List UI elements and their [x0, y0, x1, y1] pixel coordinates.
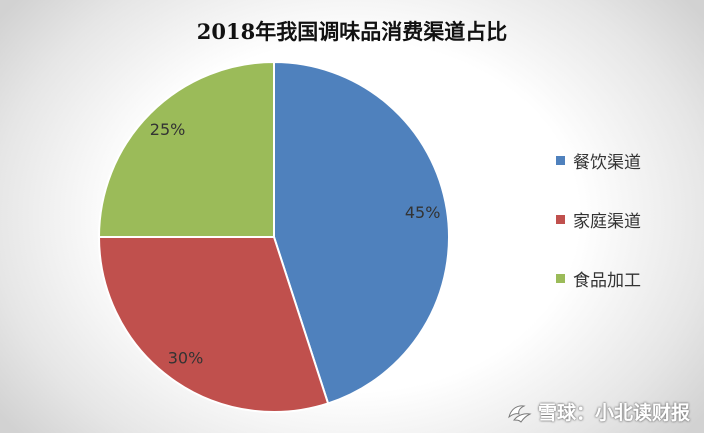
legend-swatch — [556, 155, 565, 165]
pie-slice-food-processing — [97, 60, 275, 238]
pie-slice-household — [97, 236, 330, 413]
legend-swatch — [556, 273, 565, 283]
chart-title: 2018年我国调味品消费渠道占比 — [196, 19, 508, 44]
data-label-food-processing: 25% — [150, 120, 186, 139]
legend-label: 家庭渠道 — [573, 211, 641, 232]
data-label-dining: 45% — [405, 203, 441, 222]
legend-item-food-processing: 食品加工 — [556, 263, 641, 293]
legend-item-dining: 餐饮渠道 — [556, 145, 641, 175]
watermark: 雪球：小北读财报 — [506, 398, 690, 425]
watermark-text: 雪球：小北读财报 — [537, 402, 690, 424]
legend-label: 餐饮渠道 — [573, 152, 641, 173]
pie-slice-dining — [273, 60, 450, 405]
legend: 餐饮渠道 家庭渠道 食品加工 — [556, 145, 641, 322]
legend-swatch — [556, 214, 565, 224]
data-label-household: 30% — [168, 348, 204, 367]
snowball-logo-icon — [508, 404, 532, 423]
legend-item-household: 家庭渠道 — [556, 204, 641, 234]
legend-label: 食品加工 — [573, 270, 641, 291]
